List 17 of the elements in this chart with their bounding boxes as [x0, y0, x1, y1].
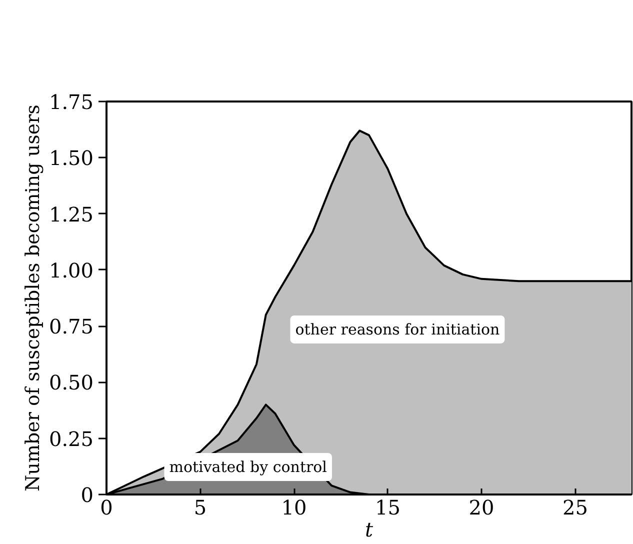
x-tick-label: 20 — [468, 496, 494, 520]
x-tick-label: 25 — [562, 496, 588, 520]
series-label: other reasons for initiation — [295, 320, 500, 338]
y-tick-label: 0.25 — [48, 426, 94, 451]
y-tick-label: 1.25 — [48, 202, 94, 226]
x-tick-label: 10 — [281, 496, 307, 520]
x-tick-label: 15 — [375, 496, 400, 520]
y-tick-label: 1.50 — [48, 146, 94, 170]
x-tick-label: 0 — [100, 496, 113, 520]
x-tick-label: 5 — [194, 496, 207, 520]
y-tick-label: 0.75 — [48, 314, 94, 339]
x-axis-title: t — [364, 518, 374, 542]
series-label: motivated by control — [169, 458, 328, 476]
y-tick-label: 1.75 — [48, 90, 94, 114]
y-tick-label: 0.50 — [48, 370, 94, 395]
y-axis-title: Number of susceptibles becoming users — [22, 104, 44, 492]
y-tick-label: 1.00 — [48, 258, 94, 282]
